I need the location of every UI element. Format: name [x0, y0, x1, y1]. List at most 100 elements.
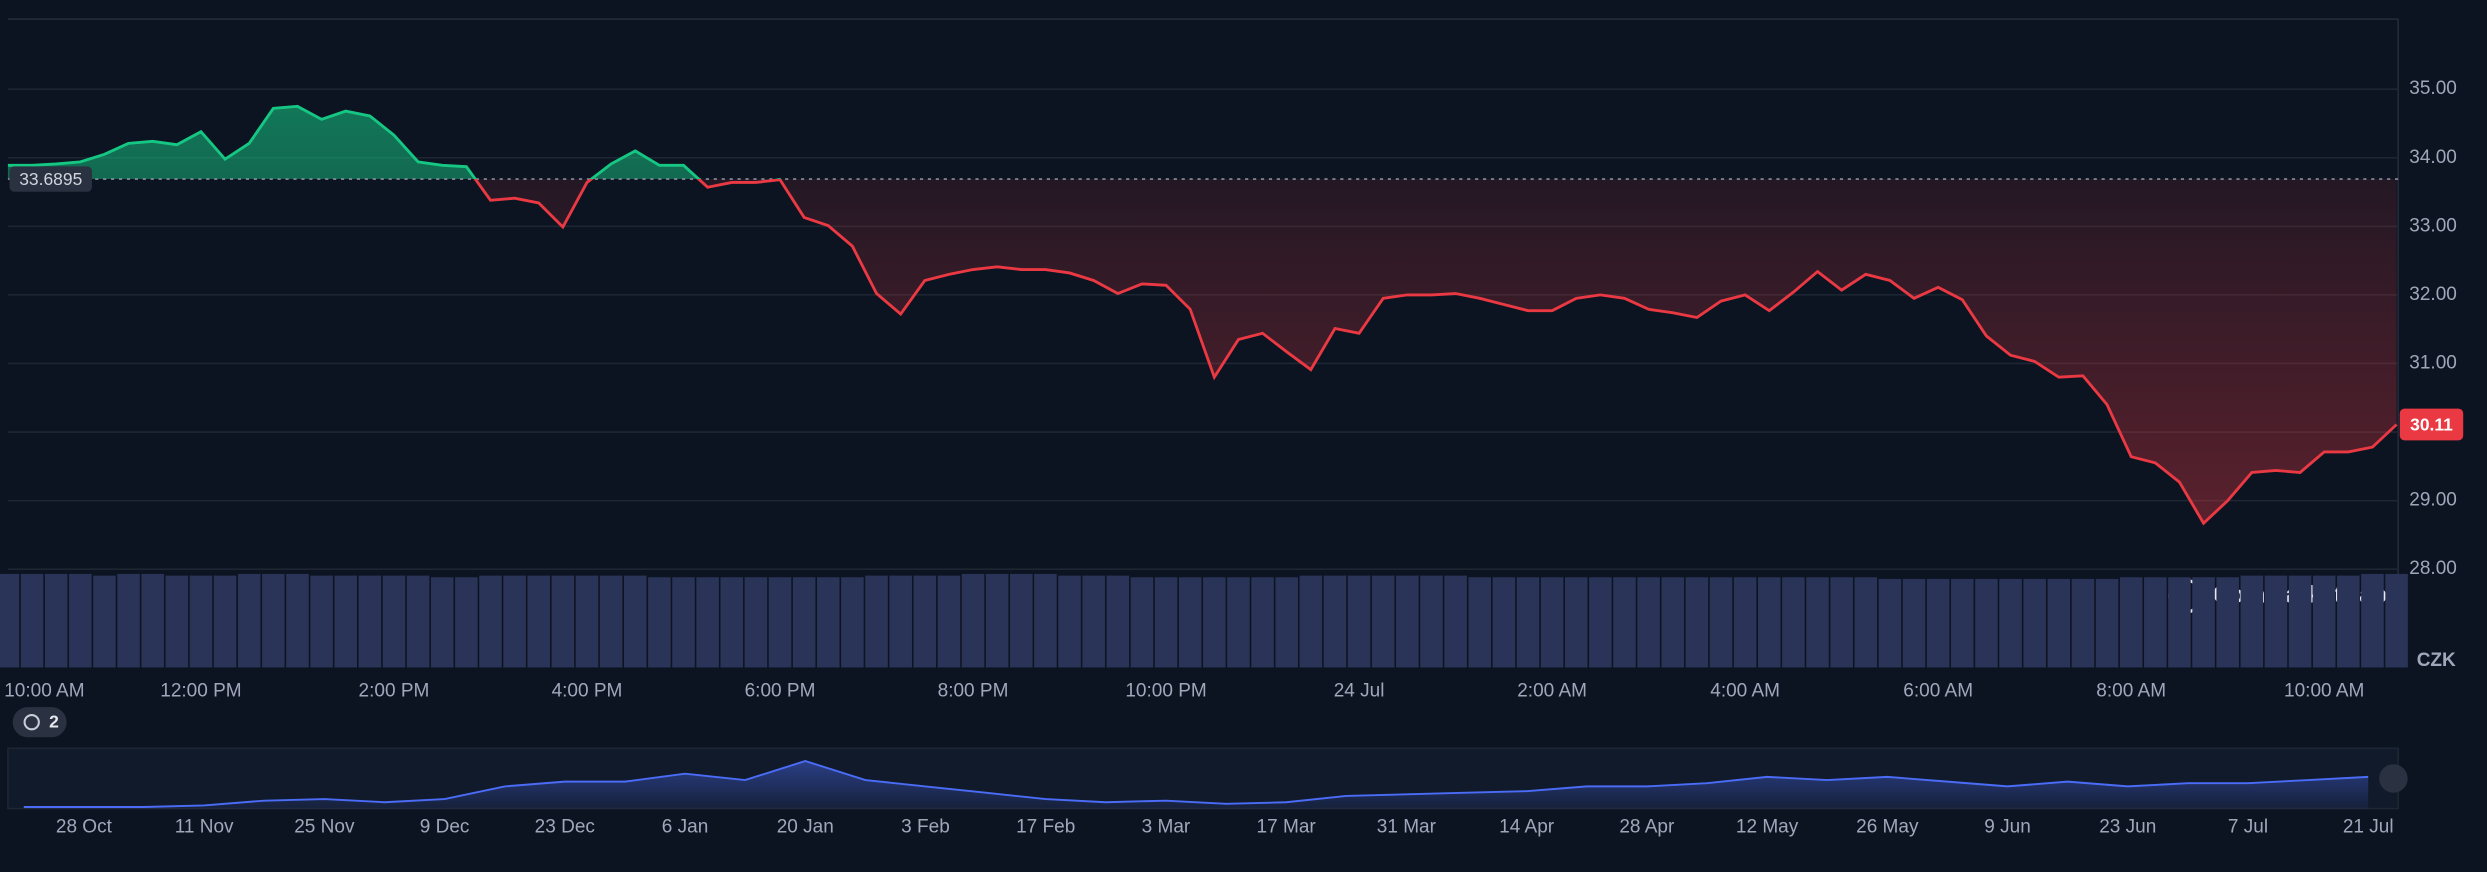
last-price-badge — [2399, 408, 2464, 441]
volume-bar — [1444, 575, 1467, 668]
volume-bar — [1178, 577, 1202, 668]
x-tick-label: 4:00 AM — [1710, 680, 1780, 701]
volume-bar — [1347, 575, 1371, 668]
volume-bar — [913, 575, 937, 668]
volume-bar — [527, 575, 551, 668]
volume-bar — [1637, 577, 1660, 668]
volume-bar — [2168, 577, 2191, 668]
volume-bar — [1733, 577, 1757, 668]
volume-bar — [841, 577, 864, 668]
volume-bar — [672, 577, 695, 668]
navigator-label: 25 Nov — [294, 817, 355, 838]
volume-bar — [189, 575, 213, 668]
badge-text: 2 — [49, 712, 59, 732]
navigator-label: 11 Nov — [175, 817, 234, 838]
volume-bar — [551, 575, 575, 668]
navigator-label: 21 Jul — [2343, 817, 2394, 838]
volume-bar — [1275, 577, 1298, 668]
navigator-label: 3 Mar — [1142, 817, 1191, 838]
volume-bar — [1154, 577, 1178, 668]
volume-bar — [20, 573, 44, 668]
volume-bar — [141, 573, 164, 668]
baseline-label: 33.6895 — [19, 169, 82, 189]
volume-bar — [213, 575, 237, 668]
volume-bar — [262, 573, 285, 668]
volume-bar — [237, 573, 261, 668]
last-price-label: 30.11 — [2410, 415, 2453, 435]
volume-bar — [430, 577, 454, 668]
navigator-label: 31 Mar — [1377, 817, 1437, 838]
volume-bar — [720, 577, 744, 668]
volume-bar — [1757, 577, 1781, 668]
volume-bar — [2385, 573, 2408, 668]
volume-bar — [889, 575, 912, 668]
area-down — [475, 179, 2397, 524]
volume-bar — [937, 575, 961, 668]
navigator-label: 3 Feb — [901, 817, 950, 838]
navigator-label: 9 Dec — [420, 817, 470, 838]
volume-bar — [503, 575, 526, 668]
navigator-label: 9 Jun — [1984, 817, 2031, 838]
volume-bar — [2023, 578, 2046, 668]
volume-bar — [44, 573, 68, 668]
volume-bar — [1540, 577, 1564, 668]
volume-bar — [1564, 577, 1588, 668]
volume-bar — [2095, 578, 2119, 668]
volume-bar — [1951, 578, 1974, 668]
volume-bar — [1999, 578, 2022, 668]
volume-bar — [1227, 577, 1250, 668]
x-tick-label: 8:00 AM — [2096, 680, 2166, 701]
x-tick-label: 2:00 PM — [359, 680, 430, 701]
volume-bar — [744, 577, 768, 668]
x-tick-label: 2:00 AM — [1517, 680, 1587, 701]
volume-bar — [117, 573, 140, 668]
volume-bar — [1830, 577, 1853, 668]
navigator-handle[interactable] — [2379, 764, 2408, 793]
volume-bar — [1709, 577, 1733, 668]
volume-bar — [768, 577, 792, 668]
x-tick-label: 12:00 PM — [160, 680, 241, 701]
volume-bar — [2047, 578, 2071, 668]
volume-bar — [334, 575, 357, 668]
y-tick-label: 28.00 — [2409, 558, 2457, 579]
volume-bar — [2337, 575, 2360, 668]
volume-bar — [1034, 573, 1057, 668]
currency-label: CZK — [2417, 650, 2456, 671]
volume-bar — [865, 575, 888, 668]
volume-bar — [1926, 578, 1950, 668]
volume-bar — [1203, 577, 1226, 668]
x-tick-label: 10:00 AM — [4, 680, 84, 701]
y-tick-label: 35.00 — [2409, 78, 2457, 99]
volume-bar — [1589, 577, 1612, 668]
volume-bar — [985, 573, 1009, 668]
volume-bar — [575, 575, 599, 668]
volume-bar — [1106, 575, 1130, 668]
volume-bar — [358, 575, 382, 668]
volume-bar — [165, 575, 189, 668]
volume-bar — [455, 577, 478, 668]
volume-bar — [1058, 575, 1081, 668]
navigator-label: 28 Oct — [56, 817, 113, 838]
volume-bar — [817, 577, 840, 668]
navigator-area — [23, 761, 2369, 809]
volume-bar — [2264, 575, 2288, 668]
volume-bar — [93, 575, 116, 668]
volume-bar — [310, 575, 333, 668]
navigator-label: 7 Jul — [2228, 817, 2268, 838]
y-tick-label: 33.00 — [2409, 215, 2457, 236]
volume-bar — [1613, 577, 1636, 668]
volume-bar — [2361, 573, 2384, 668]
volume-bar — [1902, 578, 1926, 668]
volume-bar — [479, 575, 502, 668]
badge-icon — [23, 714, 40, 731]
area-up — [7, 106, 2397, 180]
x-tick-label: 24 Jul — [1334, 680, 1385, 701]
volume-bar — [1685, 577, 1709, 668]
volume-bar — [2288, 575, 2312, 668]
volume-bar — [69, 573, 92, 668]
volume-bar — [1371, 575, 1395, 668]
volume-bar — [1878, 578, 1902, 668]
navigator-label: 14 Apr — [1499, 817, 1555, 838]
volume-bar — [2144, 577, 2167, 668]
